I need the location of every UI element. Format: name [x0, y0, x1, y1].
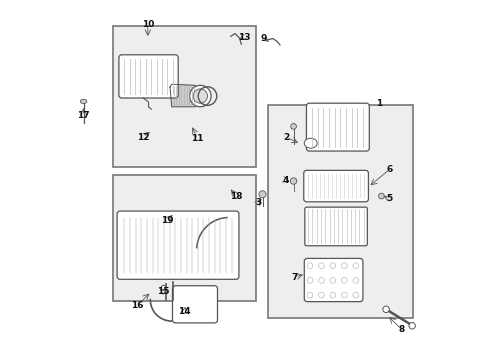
FancyBboxPatch shape: [119, 55, 178, 98]
Ellipse shape: [80, 99, 87, 104]
Ellipse shape: [379, 193, 384, 199]
Text: 8: 8: [398, 325, 405, 334]
Text: 19: 19: [161, 216, 174, 225]
Ellipse shape: [291, 123, 296, 129]
Bar: [113, 175, 256, 301]
Text: 2: 2: [283, 132, 290, 141]
FancyBboxPatch shape: [117, 211, 239, 279]
Ellipse shape: [190, 85, 211, 107]
Text: 4: 4: [283, 176, 289, 185]
Text: 15: 15: [157, 287, 169, 296]
Ellipse shape: [193, 89, 207, 103]
Text: 16: 16: [131, 301, 144, 310]
Text: 14: 14: [178, 307, 191, 316]
Text: 18: 18: [230, 192, 243, 201]
Text: 3: 3: [255, 198, 262, 207]
Ellipse shape: [409, 323, 416, 329]
FancyBboxPatch shape: [304, 170, 368, 202]
Bar: [268, 105, 413, 318]
Text: 13: 13: [238, 33, 250, 42]
Text: 10: 10: [142, 20, 154, 29]
Ellipse shape: [304, 138, 317, 148]
Polygon shape: [170, 84, 198, 107]
Text: 9: 9: [261, 34, 267, 43]
FancyBboxPatch shape: [304, 258, 363, 302]
Bar: [113, 26, 256, 167]
Ellipse shape: [259, 191, 266, 198]
Ellipse shape: [161, 285, 166, 291]
Ellipse shape: [291, 178, 297, 184]
Text: 5: 5: [387, 194, 393, 203]
Text: 12: 12: [137, 132, 149, 141]
Text: 17: 17: [77, 111, 90, 120]
Text: 1: 1: [376, 99, 382, 108]
FancyBboxPatch shape: [172, 286, 218, 323]
FancyBboxPatch shape: [306, 103, 369, 151]
Text: 7: 7: [292, 273, 298, 282]
Text: 6: 6: [387, 165, 393, 174]
Text: 11: 11: [191, 134, 204, 143]
FancyBboxPatch shape: [305, 207, 368, 246]
Ellipse shape: [383, 306, 390, 312]
